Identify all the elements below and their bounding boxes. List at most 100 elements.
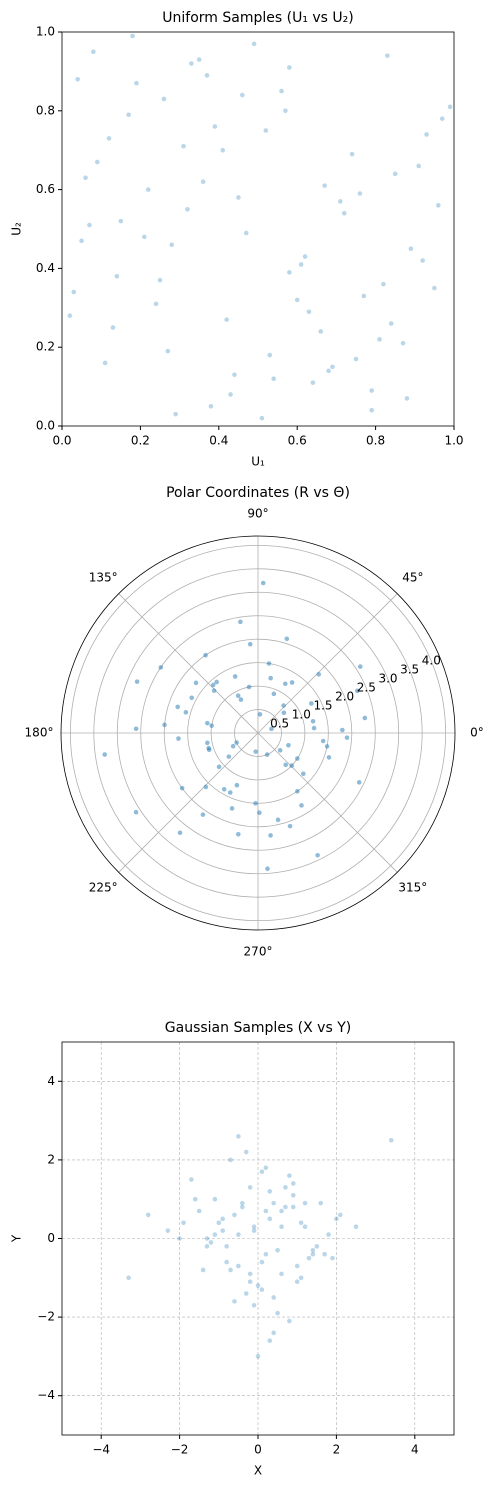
point [185, 207, 190, 212]
point [240, 92, 245, 98]
point [268, 675, 273, 681]
point [253, 749, 259, 754]
point [193, 680, 199, 686]
point [210, 682, 216, 688]
point [310, 1247, 316, 1253]
point [295, 756, 300, 761]
point [203, 784, 209, 790]
point [377, 337, 382, 342]
r-tick-label: 1.0 [292, 708, 311, 722]
point [283, 1185, 288, 1190]
point [102, 752, 108, 757]
point [255, 1354, 261, 1359]
point [361, 293, 367, 299]
point [204, 73, 210, 78]
point [392, 171, 398, 177]
point [234, 782, 240, 788]
point [118, 218, 124, 224]
theta-tick-label: 180° [25, 726, 54, 740]
x-tick-label: 0 [254, 1443, 262, 1457]
theta-tick-label: 45° [402, 571, 423, 585]
grid-spoke [257, 732, 398, 873]
point [416, 163, 422, 169]
point [309, 701, 314, 706]
point [314, 1244, 320, 1249]
point [271, 1295, 276, 1300]
point [275, 1310, 280, 1316]
point [251, 1303, 257, 1308]
point [294, 1263, 300, 1269]
y-tick-label: 0 [47, 1231, 55, 1245]
x-tick-label: 0.8 [366, 434, 385, 448]
x-axis-label: U₁ [251, 455, 265, 469]
point [236, 195, 241, 200]
point [247, 641, 253, 647]
point [310, 1251, 316, 1257]
point [344, 735, 350, 740]
point [287, 1318, 292, 1324]
point [79, 238, 84, 244]
point [271, 691, 277, 697]
point [157, 277, 163, 283]
point [224, 1244, 229, 1249]
point [302, 1224, 308, 1230]
point [341, 210, 347, 216]
point [234, 740, 239, 745]
x-tick-label: 0.6 [288, 434, 307, 448]
point [228, 1267, 233, 1273]
point [196, 57, 202, 62]
point [212, 1196, 218, 1202]
point [235, 693, 241, 699]
point [287, 1173, 292, 1178]
point [216, 1220, 222, 1226]
point [420, 258, 425, 263]
point [161, 96, 167, 102]
point [315, 852, 320, 858]
point [130, 33, 135, 39]
point [298, 1220, 304, 1226]
point [177, 1236, 182, 1241]
point [404, 396, 410, 401]
point [298, 1275, 304, 1281]
r-tick-label: 2.5 [357, 681, 376, 695]
point [408, 246, 414, 251]
point [289, 680, 295, 685]
point [290, 1181, 296, 1186]
point [230, 743, 236, 749]
point [320, 738, 326, 744]
point [287, 823, 293, 829]
point [290, 1192, 296, 1198]
point [349, 151, 355, 157]
point [240, 1200, 245, 1206]
point [226, 754, 232, 759]
point [267, 1189, 273, 1194]
y-tick-label: 0.6 [36, 182, 55, 196]
point [247, 1185, 253, 1190]
point [228, 1157, 233, 1163]
x-tick-label: 0.0 [52, 434, 71, 448]
point [200, 1267, 206, 1273]
point [114, 273, 120, 279]
point [126, 1275, 131, 1281]
point [318, 1200, 324, 1206]
point [216, 764, 222, 770]
point [133, 809, 139, 815]
point [287, 65, 292, 70]
point [205, 720, 210, 726]
point [362, 715, 368, 721]
point [282, 681, 288, 687]
grid-spoke [257, 593, 398, 734]
chart-title: Polar Coordinates (R vs Θ) [166, 485, 350, 501]
point [301, 771, 306, 777]
point [267, 352, 273, 358]
point [169, 242, 175, 248]
point [246, 684, 252, 690]
point [224, 317, 229, 322]
point [165, 348, 171, 354]
point [298, 262, 304, 267]
point [287, 270, 292, 275]
point [71, 289, 77, 295]
point [259, 1169, 265, 1174]
point [338, 199, 343, 204]
point [189, 1177, 194, 1182]
